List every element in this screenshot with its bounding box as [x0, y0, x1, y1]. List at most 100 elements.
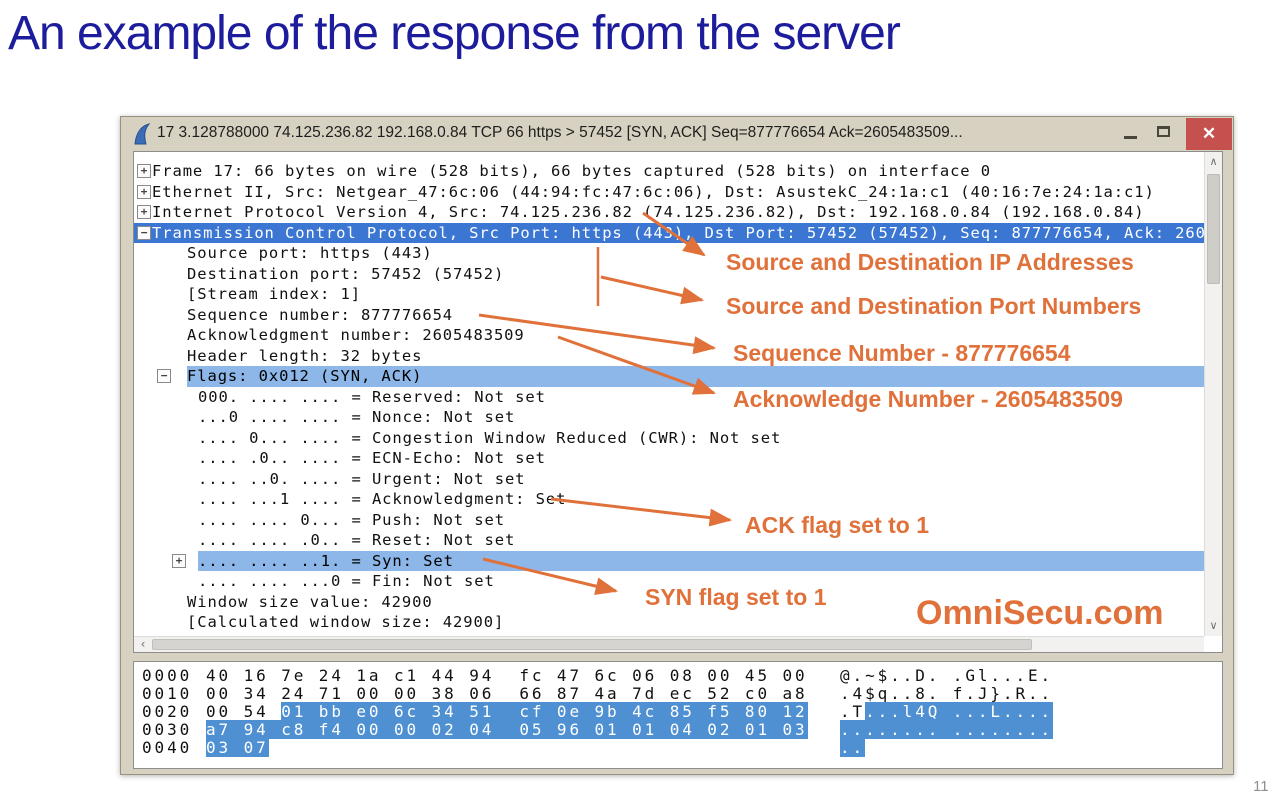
collapse-icon[interactable]: −: [157, 369, 171, 383]
horizontal-scrollbar-thumb[interactable]: [152, 639, 1032, 650]
packet-detail-row[interactable]: [Calculated window size: 42900]: [134, 612, 1204, 633]
hex-bytes-highlight: a7 94 c8 f4 00 00 02 04 05 96 01 01 04 0…: [206, 720, 808, 739]
packet-detail-text: .... .... ..1. = Syn: Set: [198, 550, 1204, 571]
hex-bytes: 40 16 7e 24 1a c1 44 94 fc 47 6c 06 08 0…: [206, 666, 808, 685]
page-number: 11: [1253, 778, 1269, 795]
hex-offset: 0030: [142, 720, 193, 739]
collapse-icon[interactable]: −: [137, 225, 151, 240]
expand-icon[interactable]: +: [137, 205, 151, 219]
hex-dump-row[interactable]: 0000 40 16 7e 24 1a c1 44 94 fc 47 6c 06 …: [142, 667, 1222, 685]
packet-detail-row[interactable]: .... .... .0.. = Reset: Not set: [134, 530, 1204, 551]
packet-detail-row[interactable]: − Flags: 0x012 (SYN, ACK): [134, 366, 1204, 387]
hex-ascii: .4$q..8. f.J}.R..: [840, 684, 1054, 703]
scroll-left-icon[interactable]: ‹: [140, 637, 146, 651]
packet-detail-row[interactable]: Destination port: 57452 (57452): [134, 264, 1204, 285]
packet-detail-text: Transmission Control Protocol, Src Port:…: [152, 223, 1204, 242]
minimize-icon: [1124, 136, 1137, 139]
packet-detail-text: ...0 .... .... = Nonce: Not set: [198, 408, 516, 426]
hex-dump-row[interactable]: 0040 03 07..: [142, 738, 1222, 757]
packet-detail-text: Acknowledgment number: 2605483509: [187, 326, 525, 344]
packet-detail-row[interactable]: ...0 .... .... = Nonce: Not set: [134, 407, 1204, 428]
hex-dump-row[interactable]: 0020 00 54 01 bb e0 6c 34 51 cf 0e 9b 4c …: [142, 702, 1222, 721]
hex-offset: 0000: [142, 666, 193, 685]
packet-detail-text: Ethernet II, Src: Netgear_47:6c:06 (44:9…: [152, 182, 1155, 201]
hex-offset: 0040: [142, 738, 193, 757]
packet-detail-row[interactable]: Source port: https (443): [134, 243, 1204, 264]
scroll-up-icon[interactable]: ∧: [1209, 155, 1218, 168]
hex-ascii-highlight: ..: [840, 738, 866, 757]
window-title: 17 3.128788000 74.125.236.82 192.168.0.8…: [157, 124, 963, 141]
hex-bytes: a7 94 c8 f4 00 00 02 04 05 96 01 01 04 0…: [206, 720, 840, 739]
scroll-down-icon[interactable]: ∨: [1209, 619, 1218, 632]
wireshark-icon: [134, 123, 151, 145]
packet-detail-row[interactable]: + Internet Protocol Version 4, Src: 74.12…: [134, 202, 1204, 223]
minimize-button[interactable]: [1117, 117, 1145, 149]
packet-detail-text: .... 0... .... = Congestion Window Reduc…: [198, 428, 782, 447]
packet-detail-text: .... .0.. .... = ECN-Echo: Not set: [198, 449, 546, 467]
page-title: An example of the response from the serv…: [8, 7, 901, 60]
expand-icon[interactable]: +: [137, 164, 151, 178]
packet-detail-text: Flags: 0x012 (SYN, ACK): [187, 366, 1204, 387]
vertical-scrollbar-thumb[interactable]: [1207, 174, 1220, 284]
horizontal-scrollbar[interactable]: ‹: [134, 636, 1204, 652]
packet-detail-row[interactable]: Header length: 32 bytes: [134, 346, 1204, 367]
packet-detail-text: Internet Protocol Version 4, Src: 74.125…: [152, 203, 1145, 221]
close-button[interactable]: ✕: [1186, 118, 1232, 150]
annotation-syn-flag: SYN flag set to 1: [645, 584, 827, 610]
packet-detail-row[interactable]: + .... .... ..1. = Syn: Set: [134, 550, 1204, 571]
hex-dump-pane: 0000 40 16 7e 24 1a c1 44 94 fc 47 6c 06 …: [133, 661, 1223, 769]
hex-dump-row[interactable]: 0010 00 34 24 71 00 00 38 06 66 87 4a 7d …: [142, 685, 1222, 703]
hex-bytes: 03 07: [206, 738, 840, 757]
hex-ascii: ..: [840, 738, 866, 757]
packet-detail-row[interactable]: .... ..0. .... = Urgent: Not set: [134, 469, 1204, 490]
packet-detail-text: Sequence number: 877776654: [187, 305, 454, 324]
packet-detail-row[interactable]: 000. .... .... = Reserved: Not set: [134, 387, 1204, 408]
annotation-ack-flag: ACK flag set to 1: [745, 512, 930, 538]
window-titlebar[interactable]: 17 3.128788000 74.125.236.82 192.168.0.8…: [121, 117, 1233, 151]
watermark: OmniSecu.com: [916, 594, 1164, 632]
packet-detail-row[interactable]: .... ...1 .... = Acknowledgment: Set: [134, 489, 1204, 510]
annotation-ip-addresses: Source and Destination IP Addresses: [726, 249, 1134, 275]
packet-detail-text: .... .... .0.. = Reset: Not set: [198, 531, 516, 549]
packet-detail-row[interactable]: + Ethernet II, Src: Netgear_47:6c:06 (44:…: [134, 182, 1204, 203]
hex-ascii-highlight: ...l4Q ...L....: [865, 702, 1054, 721]
packet-detail-text: Window size value: 42900: [187, 592, 433, 611]
maximize-button[interactable]: [1151, 117, 1179, 149]
expand-icon[interactable]: +: [172, 553, 186, 568]
packet-detail-rows: + Frame 17: 66 bytes on wire (528 bits), …: [134, 161, 1204, 636]
maximize-icon: [1157, 126, 1170, 137]
packet-detail-row[interactable]: Acknowledgment number: 2605483509: [134, 325, 1204, 346]
packet-detail-text: Destination port: 57452 (57452): [187, 264, 505, 283]
hex-bytes-highlight: 03 07: [206, 738, 269, 757]
expand-icon[interactable]: +: [137, 184, 151, 199]
packet-detail-row[interactable]: + Frame 17: 66 bytes on wire (528 bits), …: [134, 161, 1204, 182]
packet-detail-row[interactable]: Sequence number: 877776654: [134, 305, 1204, 326]
packet-detail-row[interactable]: − Transmission Control Protocol, Src Port…: [134, 222, 1204, 243]
hex-ascii: @.~$..D. .Gl...E.: [840, 666, 1054, 685]
hex-bytes: 00 34 24 71 00 00 38 06 66 87 4a 7d ec 5…: [206, 684, 808, 703]
hex-bytes: 00 54 01 bb e0 6c 34 51 cf 0e 9b 4c 85 f…: [206, 702, 808, 721]
packet-detail-row[interactable]: Window size value: 42900: [134, 592, 1204, 613]
annotation-port-numbers: Source and Destination Port Numbers: [726, 293, 1142, 319]
hex-dump-row[interactable]: 0030 a7 94 c8 f4 00 00 02 04 05 96 01 01 …: [142, 720, 1222, 739]
hex-ascii: ........ ........: [840, 720, 1054, 739]
vertical-scrollbar[interactable]: ∧ ∨: [1204, 152, 1222, 636]
hex-offset: 0010: [142, 684, 193, 703]
hex-ascii-highlight: ........ ........: [840, 720, 1054, 739]
hex-ascii: .T...l4Q ...L....: [840, 702, 1054, 721]
wireshark-window: 17 3.128788000 74.125.236.82 192.168.0.8…: [120, 116, 1234, 775]
annotation-acknowledge-number: Acknowledge Number - 2605483509: [733, 386, 1123, 412]
packet-detail-text: .... .... 0... = Push: Not set: [198, 510, 505, 529]
packet-detail-text: Source port: https (443): [187, 244, 433, 262]
packet-detail-row[interactable]: .... .0.. .... = ECN-Echo: Not set: [134, 448, 1204, 469]
packet-detail-text: Header length: 32 bytes: [187, 346, 423, 365]
packet-detail-text: 000. .... .... = Reserved: Not set: [198, 387, 546, 406]
packet-detail-row[interactable]: .... .... 0... = Push: Not set: [134, 510, 1204, 531]
packet-detail-row[interactable]: [Stream index: 1]: [134, 284, 1204, 305]
packet-detail-text: .... ...1 .... = Acknowledgment: Set: [198, 490, 567, 508]
packet-detail-row[interactable]: .... 0... .... = Congestion Window Reduc…: [134, 428, 1204, 449]
packet-detail-text: Frame 17: 66 bytes on wire (528 bits), 6…: [152, 162, 992, 180]
packet-detail-text: [Stream index: 1]: [187, 285, 361, 303]
annotation-sequence-number: Sequence Number - 877776654: [733, 340, 1071, 366]
